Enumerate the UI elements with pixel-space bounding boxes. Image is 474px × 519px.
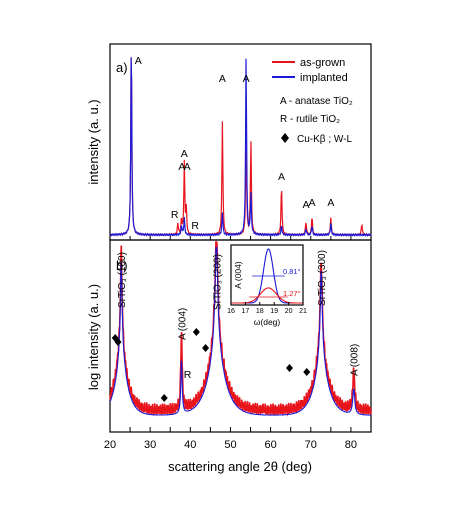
key-rutile: R - rutile TiO₂ [280,114,340,125]
x-tick-label: 30 [144,439,156,451]
inset-fwhm-implanted: 0.81° [283,267,301,276]
peak-annotation: SrTiO₃ (200) [212,254,223,310]
inset-series-as-grown [231,287,303,304]
inset-x-tick-label: 16 [227,308,235,315]
diamond-icon [202,344,210,352]
x-tick-label: 20 [104,439,116,451]
peak-label-A: A [243,73,250,85]
x-tick-label: 70 [305,439,317,451]
panel-b-label: b) [116,258,128,273]
peak-label-A: A [178,161,185,173]
peak-annotation: SrTiO₃ (100) [117,252,128,308]
peak-annotation: A (004) [178,308,189,340]
inset-x-tick-label: 21 [299,308,307,315]
diamond-icon [114,338,122,346]
ylabel-a: intensity (a. u.) [86,99,101,184]
peak-label-A: A [327,197,334,209]
diamond-icon [285,364,293,372]
axis-ticks: 20 30 40 50 60 70 80 [104,236,372,451]
key-anatase: A - anatase TiO₂ [280,96,353,107]
key-cukb: Cu-Kβ ; W-L [297,134,352,145]
inset-x-tick-label: 20 [285,308,293,315]
panel-b-frame [109,239,372,433]
peak-label-A: A [181,148,188,160]
x-tick-label: 60 [264,439,276,451]
peak-label-R: R [191,220,199,232]
diamond-icon [303,368,311,376]
panel-a-label: a) [116,60,128,75]
inset-title: A (004) [233,261,243,289]
inset-x-tick-label: 17 [242,308,250,315]
panel-a-curves [109,57,372,237]
ylabel-b: log intensity (a. u.) [86,284,101,390]
inset-fwhm-as-grown: 1.27° [283,289,301,298]
peak-label-A: A [135,55,142,67]
panel-a-series-implanted [109,57,372,237]
diamond-icon [192,328,200,336]
panel-b-series-red [109,241,372,417]
legend-label-implanted: implanted [300,72,348,84]
inset-curves: 16 17 18 19 20 21 [227,248,307,315]
inset-frame [230,244,304,306]
peak-label-A: A [184,161,191,173]
x-tick-label: 80 [345,439,357,451]
xlabel: scattering angle 2θ (deg) [168,459,312,474]
peak-label-A: A [278,171,285,183]
x-tick-label: 50 [224,439,236,451]
peak-label-A: A [308,197,315,209]
diamond-icon [281,133,289,143]
inset-x-tick-label: 19 [270,308,278,315]
panel-b-series-blue [109,247,371,416]
inset-x-tick-label: 18 [256,308,264,315]
peak-label-A: A [302,199,309,211]
inset: 16 17 18 19 20 21 A (004) 0.81° 1.27° ω(deg) [227,244,307,327]
peak-label-R: R [184,369,192,381]
peak-label-R: R [171,209,179,221]
legend: as-grown implanted [272,57,348,84]
legend-label-as-grown: as-grown [300,57,345,69]
panel-b-curves [109,241,372,417]
peak-annotation: A (008) [350,344,361,376]
inset-xlabel: ω(deg) [254,317,281,327]
diamond-icon [160,394,168,402]
peak-annotation: SrTiO₃ (300) [317,250,328,306]
x-tick-label: 40 [184,439,196,451]
peak-label-A: A [219,73,226,85]
